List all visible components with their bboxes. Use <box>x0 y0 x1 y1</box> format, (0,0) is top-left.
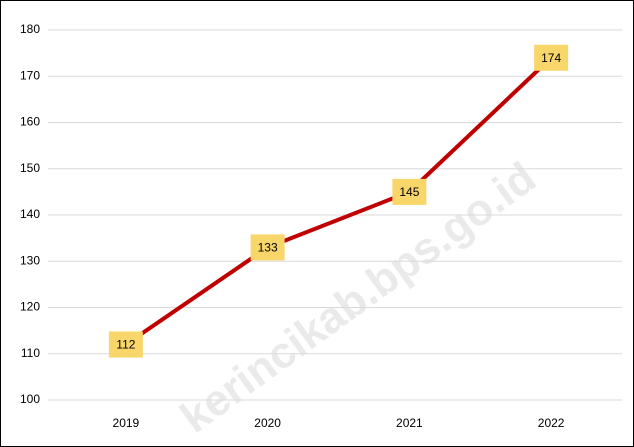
data-label: 112 <box>108 331 143 358</box>
y-tick-label: 180 <box>20 22 40 36</box>
x-tick-label: 2020 <box>254 416 281 430</box>
data-label-box <box>392 178 427 205</box>
data-label-box <box>250 234 285 261</box>
x-tick-label: 2021 <box>396 416 423 430</box>
data-label: 145 <box>392 178 427 205</box>
y-tick-label: 100 <box>20 392 40 406</box>
data-label-box <box>534 44 569 71</box>
y-tick-label: 120 <box>20 300 40 314</box>
y-tick-label: 160 <box>20 115 40 129</box>
data-label-text: 133 <box>258 241 278 255</box>
data-label-text: 174 <box>541 51 561 65</box>
data-label: 174 <box>534 44 569 71</box>
y-tick-label: 140 <box>20 207 40 221</box>
data-label-text: 145 <box>399 185 419 199</box>
y-tick-label: 130 <box>20 253 40 267</box>
line <box>124 56 553 347</box>
y-tick-label: 110 <box>21 346 40 360</box>
data-label-box <box>108 331 143 358</box>
x-tick-label: 2022 <box>538 416 565 430</box>
x-tick-label: 2019 <box>113 416 140 430</box>
y-tick-label: 150 <box>20 161 40 175</box>
y-tick-label: 170 <box>20 68 40 82</box>
data-label-text: 112 <box>116 338 135 352</box>
data-label: 133 <box>250 234 285 261</box>
